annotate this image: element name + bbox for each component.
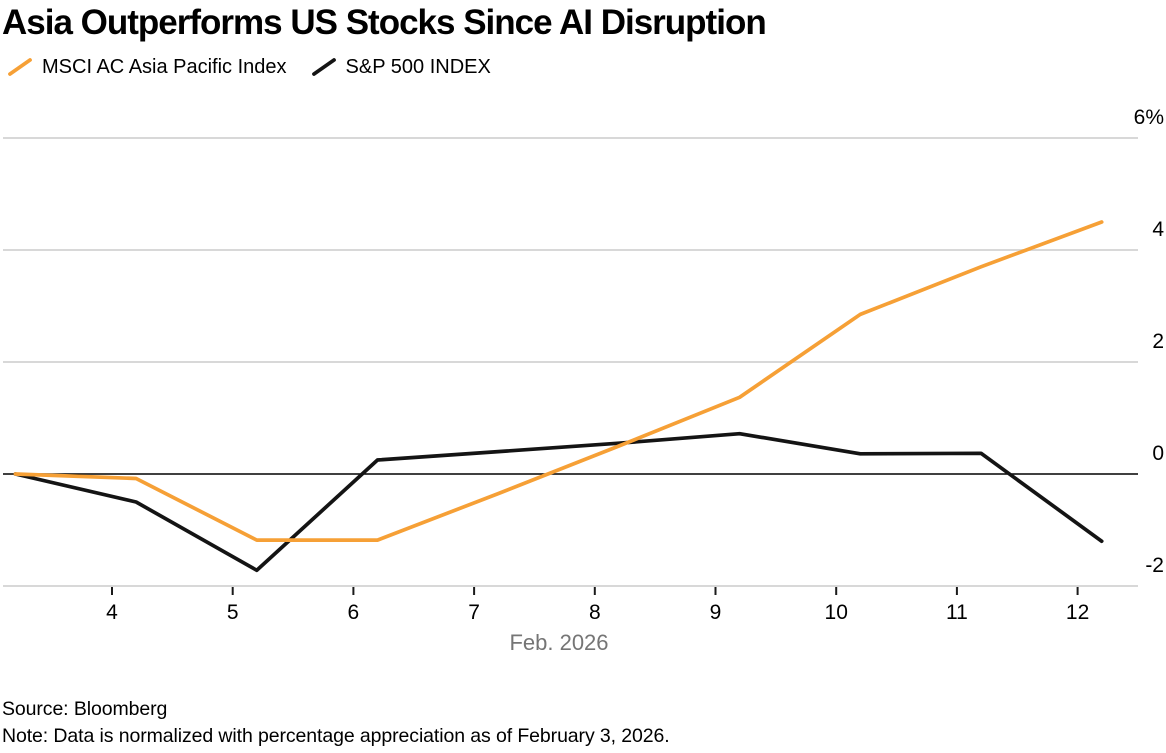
legend-item-msci-ac-asia-pacific-index: MSCI AC Asia Pacific Index — [7, 54, 287, 80]
x-tick-label: 10 — [825, 601, 848, 624]
gridlines — [3, 137, 1138, 587]
legend-label: MSCI AC Asia Pacific Index — [42, 55, 287, 78]
x-tick-label: 12 — [1066, 601, 1089, 624]
series-line-msci-ac-asia-pacific-index — [13, 220, 1104, 542]
orange-line-swatch-icon — [8, 58, 32, 76]
x-tick-label: 9 — [710, 601, 722, 624]
legend-item-sp-500-index: S&P 500 INDEX — [311, 54, 491, 80]
black-line-swatch-icon — [311, 58, 336, 76]
source-line: Source: Bloomberg — [2, 698, 168, 720]
note-line: Note: Data is normalized with percentage… — [2, 725, 670, 747]
y-tick-label: 6% — [1134, 106, 1164, 129]
series-lines — [13, 220, 1104, 573]
chart-footer: Source: Bloomberg Note: Data is normaliz… — [2, 696, 670, 750]
x-tick-label: 7 — [468, 601, 480, 624]
y-tick-label: 0 — [1152, 442, 1164, 465]
y-tick-label: -2 — [1145, 554, 1164, 577]
x-tick-label: 6 — [348, 601, 360, 624]
y-tick-label: 2 — [1152, 330, 1164, 353]
x-tick-label: 11 — [946, 601, 968, 624]
x-tick-label: 4 — [106, 601, 118, 624]
chart-title: Asia Outperforms US Stocks Since AI Disr… — [2, 3, 767, 42]
x-tick-label: 8 — [589, 601, 601, 624]
y-tick-label: 4 — [1152, 218, 1164, 241]
legend-label: S&P 500 INDEX — [345, 55, 491, 78]
series-line-s-p-500-index — [13, 431, 1104, 573]
axis-labels: 6% 4 2 0 -2 4 5 6 7 8 9 10 11 12 Feb. 2026 — [106, 106, 1164, 655]
x-axis-title: Feb. 2026 — [509, 630, 608, 655]
x-tick-label: 5 — [227, 601, 239, 624]
x-axis-ticks — [111, 587, 1079, 595]
chart-legend: MSCI AC Asia Pacific Index S&P 500 INDEX — [7, 54, 491, 80]
